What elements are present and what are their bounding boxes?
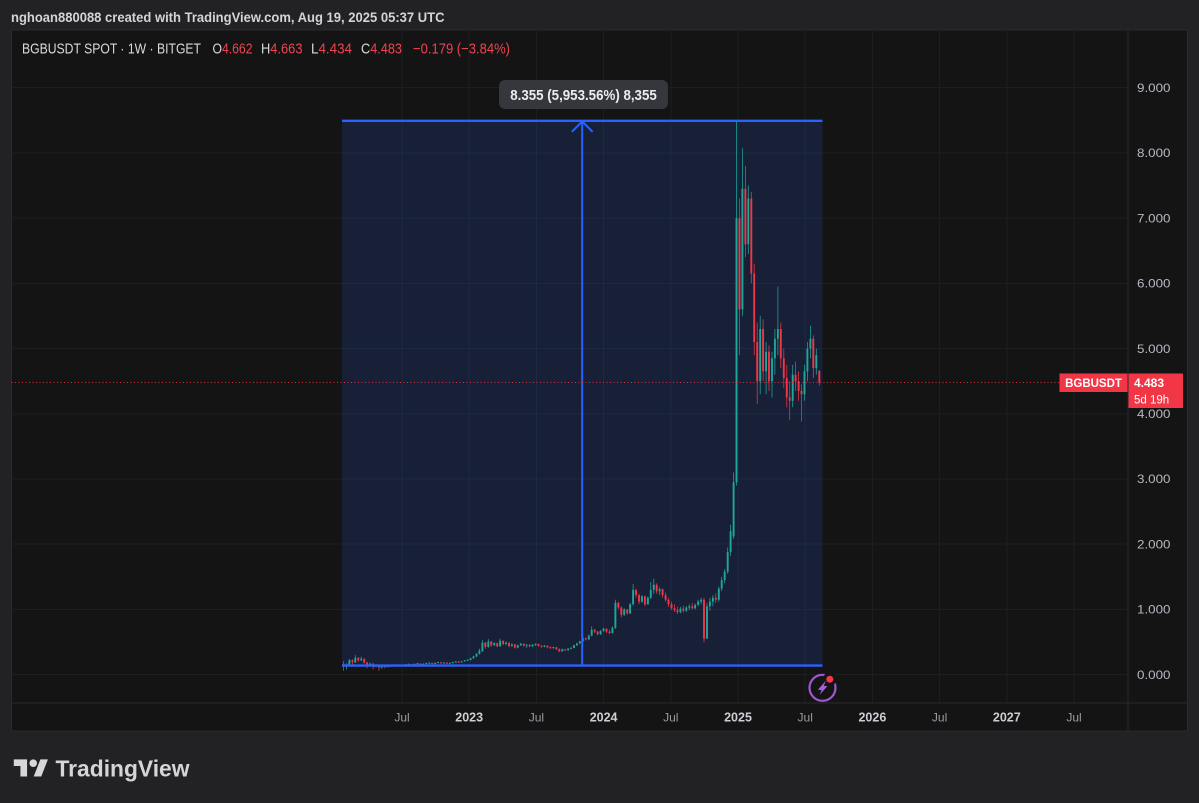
- svg-text:2025: 2025: [724, 711, 752, 725]
- svg-text:2026: 2026: [858, 711, 886, 725]
- svg-text:Jul: Jul: [798, 711, 813, 725]
- svg-text:4.000: 4.000: [1137, 407, 1171, 421]
- svg-text:L4.434: L4.434: [311, 42, 352, 58]
- svg-text:nghoan880088 created with Trad: nghoan880088 created with TradingView.co…: [11, 9, 445, 25]
- svg-text:O4.662: O4.662: [213, 42, 253, 58]
- svg-text:9.000: 9.000: [1137, 81, 1171, 95]
- svg-text:0.000: 0.000: [1137, 668, 1171, 682]
- svg-text:Jul: Jul: [663, 711, 678, 725]
- svg-text:TradingView: TradingView: [56, 756, 191, 782]
- svg-text:5.000: 5.000: [1137, 342, 1171, 356]
- svg-text:2027: 2027: [993, 711, 1021, 725]
- svg-text:8.000: 8.000: [1137, 146, 1171, 160]
- svg-text:2023: 2023: [455, 711, 483, 725]
- svg-text:Jul: Jul: [932, 711, 947, 725]
- svg-text:3.000: 3.000: [1137, 472, 1171, 486]
- svg-text:4.483: 4.483: [1134, 376, 1164, 390]
- svg-text:−0.179 (−3.84%): −0.179 (−3.84%): [413, 42, 510, 58]
- svg-text:5d 19h: 5d 19h: [1134, 395, 1169, 407]
- svg-text:BGBUSDT: BGBUSDT: [1065, 378, 1122, 390]
- svg-text:2024: 2024: [590, 711, 618, 725]
- svg-text:BGBUSDT SPOT · 1W · BITGET: BGBUSDT SPOT · 1W · BITGET: [22, 42, 201, 58]
- svg-text:2.000: 2.000: [1137, 537, 1171, 551]
- svg-text:H4.663: H4.663: [261, 42, 303, 58]
- svg-text:1.000: 1.000: [1137, 603, 1171, 617]
- svg-text:Jul: Jul: [1066, 711, 1081, 725]
- svg-text:Jul: Jul: [394, 711, 409, 725]
- svg-text:8.355 (5,953.56%) 8,355: 8.355 (5,953.56%) 8,355: [510, 87, 657, 104]
- svg-text:6.000: 6.000: [1137, 277, 1171, 291]
- svg-text:7.000: 7.000: [1137, 211, 1171, 225]
- svg-text:C4.483: C4.483: [361, 42, 402, 58]
- svg-text:Jul: Jul: [529, 711, 544, 725]
